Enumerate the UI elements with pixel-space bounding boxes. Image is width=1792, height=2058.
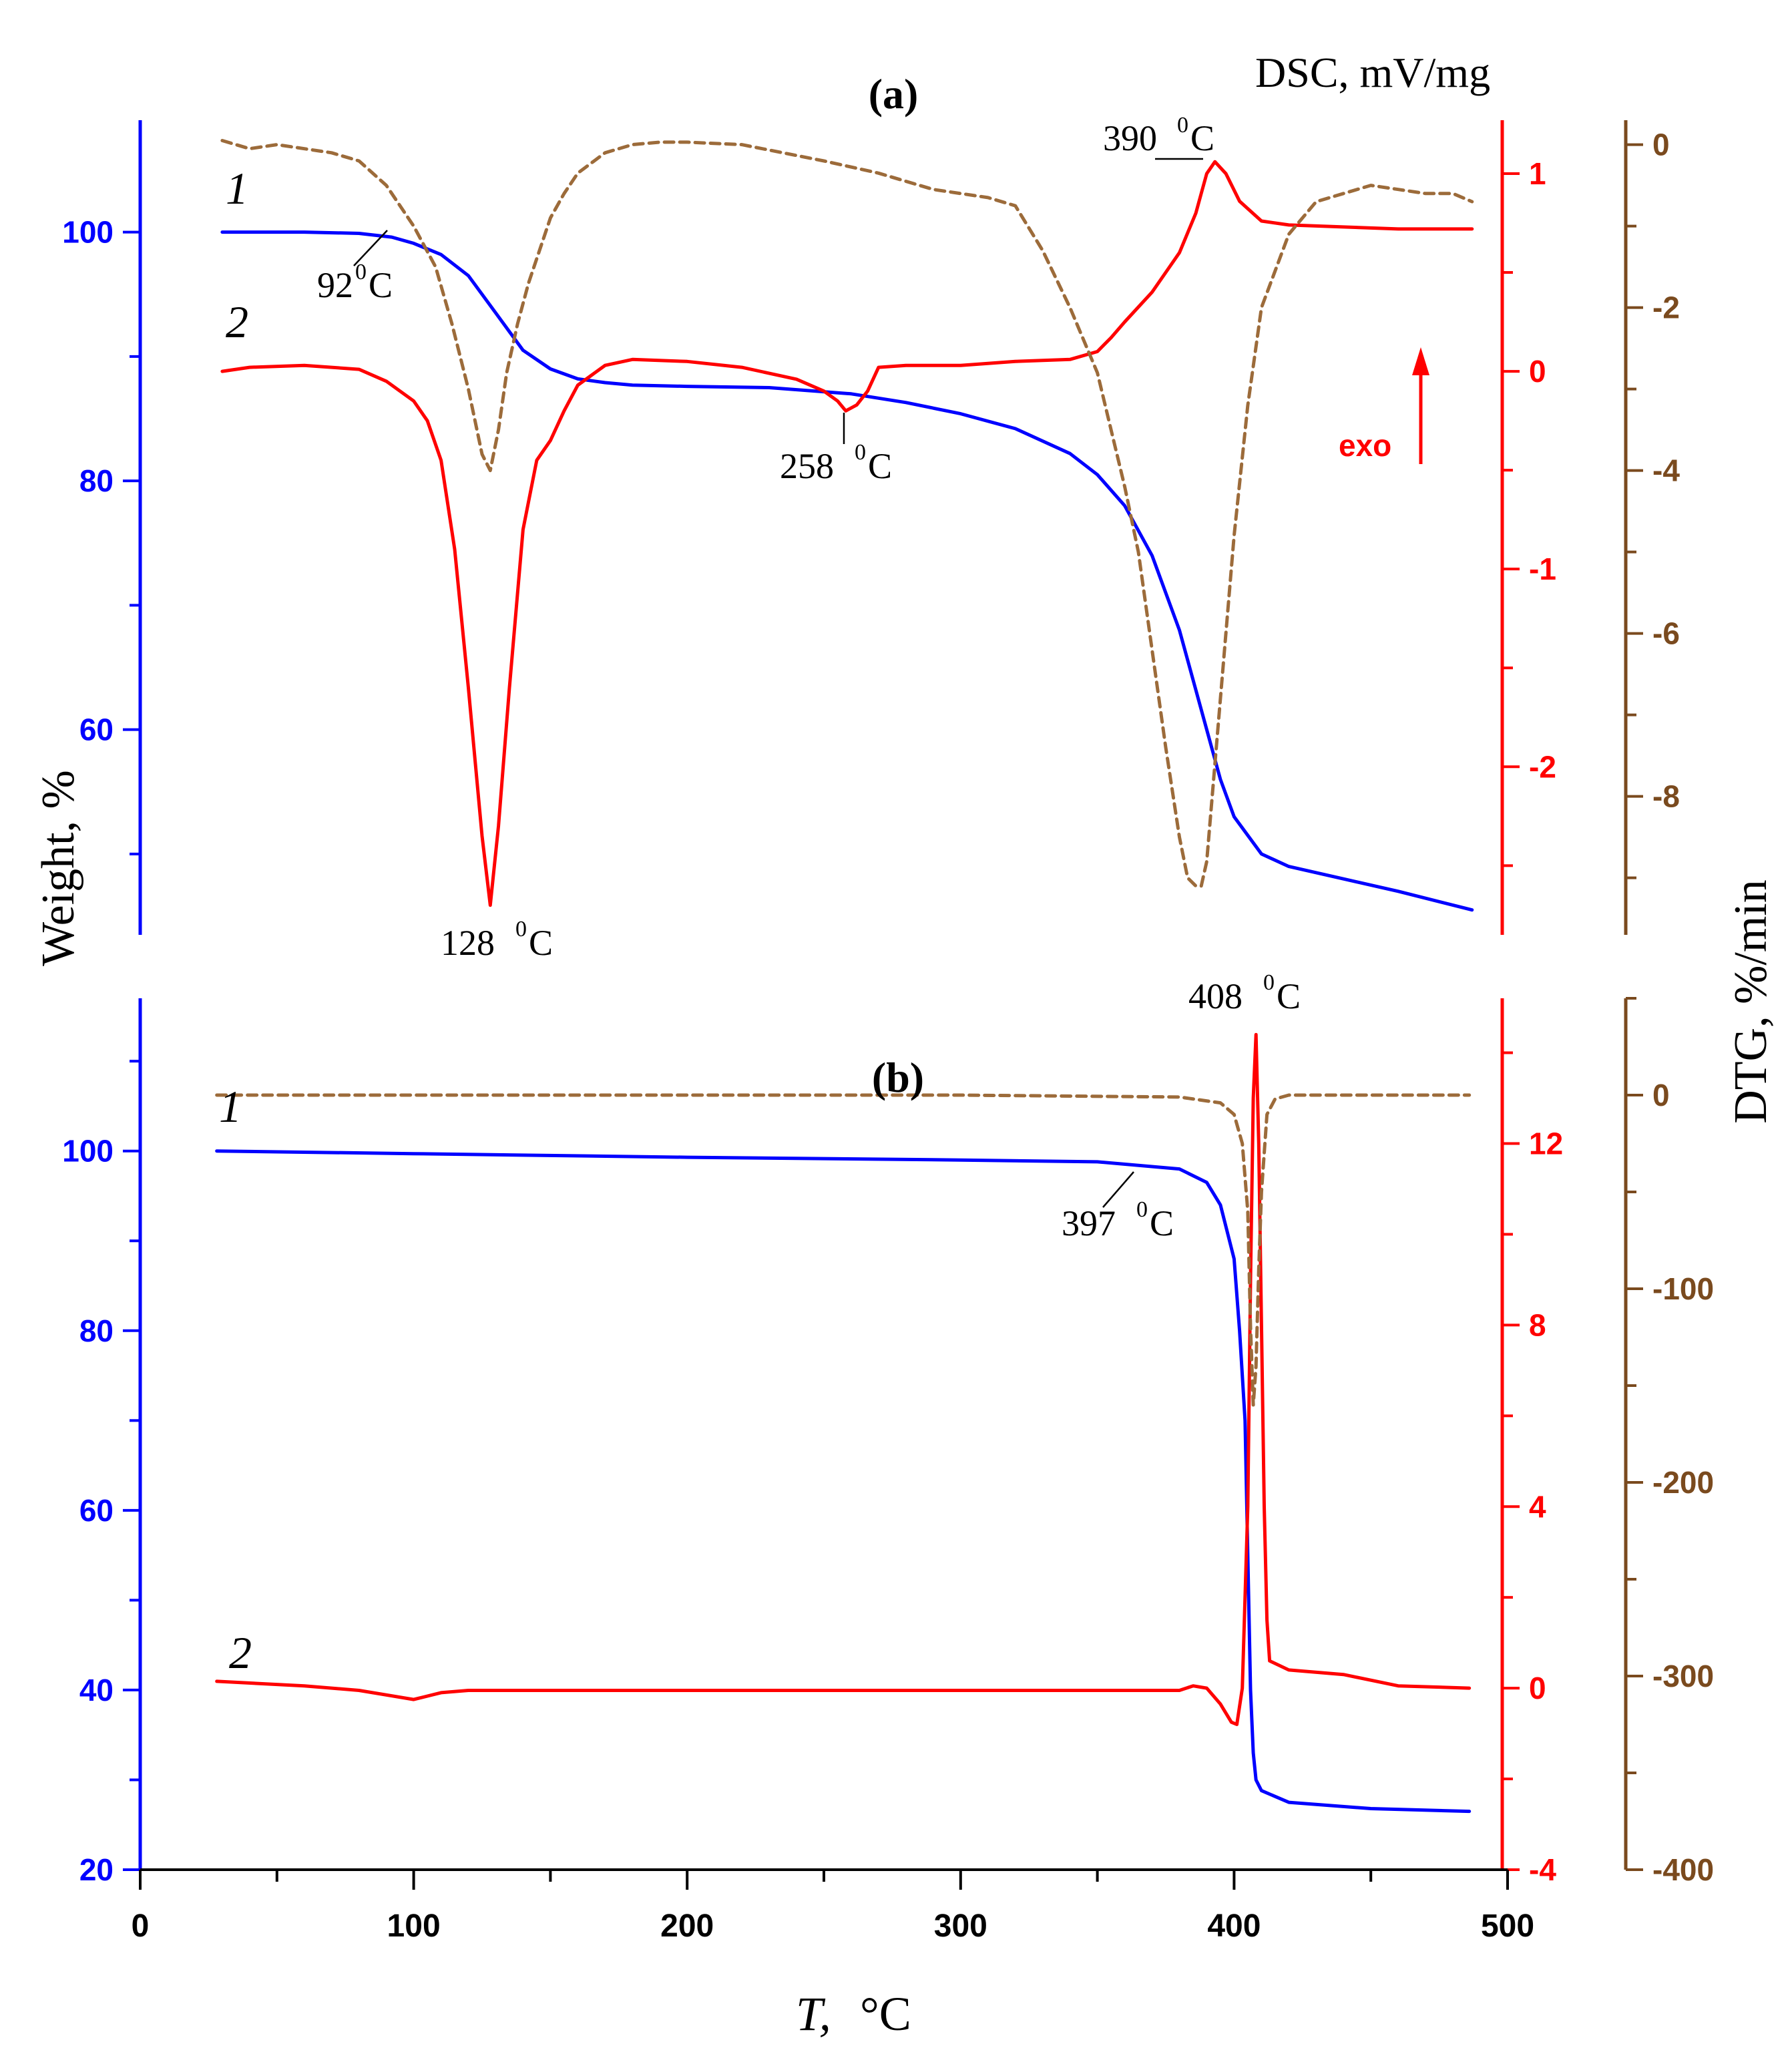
dsc-axis-title: DSC, mV/mg	[1255, 49, 1490, 96]
annotation-397c: 397 0 C	[1062, 1171, 1174, 1243]
panel-b-dtg-tick-label: -300	[1652, 1659, 1714, 1693]
annotation-408c-value: 408	[1188, 976, 1243, 1016]
panel-b-weight-tick-label: 60	[79, 1493, 114, 1528]
x-axis-tick-label: 0	[132, 1908, 150, 1944]
annotation-408c-degree: 0	[1263, 970, 1275, 995]
x-axis-title: T, °C	[796, 1987, 911, 2041]
panel-b-dsc-tick-label: 0	[1529, 1671, 1546, 1705]
dtg-axis-title: DTG, %/min	[1725, 879, 1777, 1124]
panel-a-series-dtg	[220, 139, 1474, 888]
panel-a-dtg-tick-label: -6	[1652, 616, 1680, 651]
x-axis-tick-label: 200	[660, 1908, 714, 1944]
panel-b-curve-2-label: 2	[229, 1627, 252, 1678]
panel-a-dtg-tick-label: -4	[1652, 453, 1680, 488]
panel-b-weight-tick-label: 20	[79, 1852, 114, 1887]
panel-b-title: (b)	[872, 1054, 924, 1101]
annotation-128c-degree: 0	[515, 917, 527, 942]
panel-a-dsc-tick-label: -2	[1529, 749, 1556, 784]
exo-arrow-head	[1412, 347, 1429, 375]
x-axis-title-var: T,	[796, 1987, 831, 2041]
panel-a-weight-tick-label: 80	[79, 463, 114, 498]
panel-b-dtg-tick-label: -100	[1652, 1271, 1714, 1306]
x-axis-tick-label: 300	[934, 1908, 987, 1944]
panel-b-series-dsc	[215, 1032, 1472, 1726]
annotation-92c-degree: 0	[355, 260, 367, 284]
panel-a-curve-2-label: 2	[226, 296, 248, 347]
annotation-408c: 408 0 C	[1188, 970, 1301, 1016]
annotation-397c-value: 397	[1062, 1203, 1116, 1243]
annotation-258c-degree: 0	[855, 440, 866, 465]
panel-b-dtg-tick-label: 0	[1652, 1078, 1670, 1112]
panel-b-weight-tick-label: 100	[62, 1134, 114, 1169]
annotation-258c-value: 258	[780, 446, 834, 486]
annotation-92c-unit: C	[369, 265, 393, 305]
panel-a-series-dsc	[220, 160, 1474, 907]
panel-a-dtg-tick-label: -2	[1652, 290, 1680, 325]
panel-a-weight-tick-label: 60	[79, 712, 114, 747]
annotation-128c-unit: C	[529, 923, 553, 963]
exo-indicator: exo	[1339, 347, 1429, 464]
annotation-92c: 92 0 C	[317, 230, 393, 305]
annotation-408c-unit: C	[1277, 976, 1301, 1016]
panel-a-series-weight	[220, 230, 1474, 912]
panel-b-dsc-tick-label: 4	[1529, 1489, 1546, 1524]
annotation-128c-value: 128	[441, 923, 495, 963]
panel-a-dsc-tick-label: -1	[1529, 552, 1556, 586]
annotation-390c-degree: 0	[1177, 113, 1188, 138]
annotation-128c: 128 0 C	[441, 917, 553, 963]
exo-label: exo	[1339, 428, 1391, 463]
x-axis-tick-label: 100	[387, 1908, 441, 1944]
panel-a-title: (a)	[869, 70, 919, 118]
annotation-397c-unit: C	[1150, 1203, 1174, 1243]
panel-b-dsc-tick-label: 12	[1529, 1126, 1563, 1161]
shared-x-axis: 0 100 200 300 400 500	[132, 1868, 1534, 1944]
panel-a-dtg-tick-label: -8	[1652, 779, 1680, 814]
annotation-92c-value: 92	[317, 265, 353, 305]
panel-b-curve-1-label: 1	[219, 1081, 242, 1132]
panel-b-weight-tick-label: 40	[79, 1673, 114, 1707]
panel-b-dtg-tick-label: -200	[1652, 1465, 1714, 1500]
panel-a-weight-tick-label: 100	[62, 215, 114, 250]
annotation-390c-unit: C	[1190, 118, 1214, 158]
x-axis-title-unit: °C	[860, 1987, 911, 2041]
annotation-258c-unit: C	[868, 446, 892, 486]
panel-a-dsc-tick-label: 0	[1529, 354, 1546, 389]
x-axis-tick-label: 500	[1481, 1908, 1534, 1944]
panel-b-dsc-tick-label: 8	[1529, 1307, 1546, 1342]
x-axis-tick-label: 400	[1207, 1908, 1261, 1944]
annotation-390c: 390 0 C	[1103, 113, 1214, 160]
panel-a-dsc-tick-label: 1	[1529, 156, 1546, 191]
panel-b-dsc-tick-label: -4	[1529, 1852, 1556, 1887]
annotation-390c-value: 390	[1103, 118, 1157, 158]
panel-b-series-dtg	[215, 1093, 1472, 1407]
annotation-258c: 258 0 C	[780, 413, 892, 486]
panel-b-series-weight	[215, 1149, 1472, 1814]
panel-b-dtg-tick-label: -400	[1652, 1852, 1714, 1887]
panel-b-weight-tick-label: 80	[79, 1313, 114, 1348]
annotation-397c-degree: 0	[1136, 1197, 1148, 1222]
weight-axis-title: Weight, %	[33, 770, 84, 966]
panel-a-curve-1-label: 1	[226, 163, 248, 214]
panel-a-dtg-tick-label: 0	[1652, 128, 1670, 162]
